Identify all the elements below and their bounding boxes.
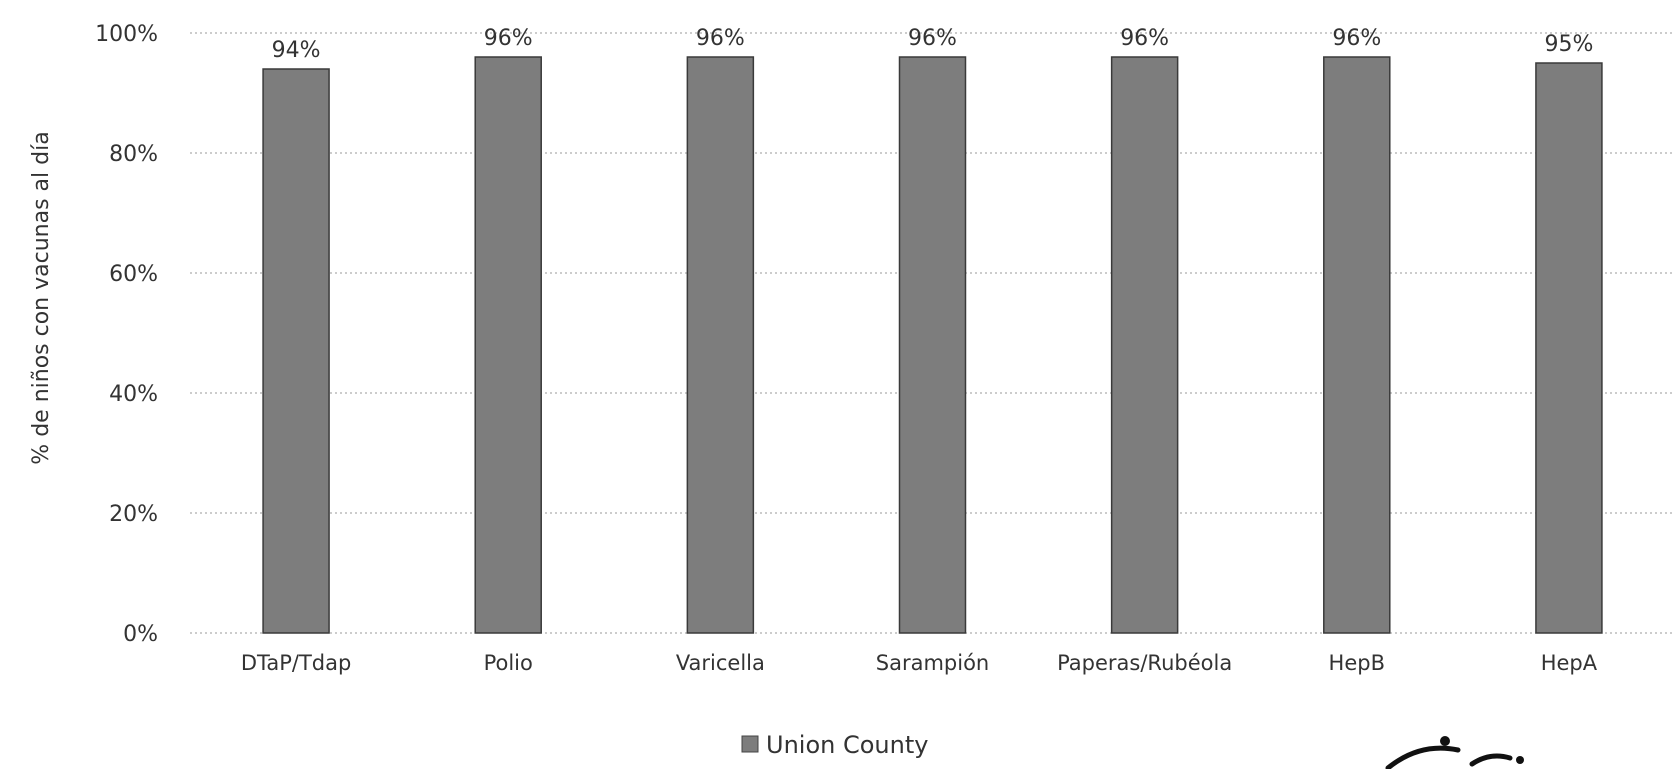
x-tick-label: Polio: [484, 651, 533, 675]
data-label: 96%: [1332, 26, 1381, 51]
bars: [262, 56, 1603, 634]
x-tick-label: HepB: [1329, 651, 1385, 675]
bar-6: [1535, 62, 1603, 634]
data-label: 96%: [696, 26, 745, 51]
y-tick-label: 20%: [109, 502, 158, 527]
bar-3: [898, 56, 967, 634]
y-tick-label: 40%: [109, 382, 158, 407]
logo-icon: [1385, 736, 1524, 769]
y-tick-label: 100%: [95, 22, 158, 47]
x-tick-label: DTaP/Tdap: [241, 651, 352, 675]
bar-1: [474, 56, 542, 634]
bar-0: [262, 68, 330, 634]
data-labels: 94% 96% 96% 96% 96% 96% 95%: [272, 26, 1594, 63]
y-axis-ticks: 0% 20% 40% 60% 80% 100%: [95, 22, 158, 647]
data-label: 96%: [908, 26, 957, 51]
legend-label: Union County: [766, 731, 928, 759]
y-tick-label: 60%: [109, 262, 158, 287]
x-tick-label: HepA: [1541, 651, 1598, 675]
x-axis-ticks: DTaP/Tdap Polio Varicella Sarampión Paperas/…: [241, 651, 1598, 675]
legend: Union County: [741, 731, 928, 759]
x-tick-label: Varicella: [676, 651, 765, 675]
x-tick-label: Sarampión: [876, 651, 989, 675]
legend-swatch: [741, 735, 759, 753]
y-tick-label: 0%: [123, 622, 158, 647]
x-tick-label: Paperas/Rubéola: [1057, 651, 1232, 675]
data-label: 95%: [1544, 32, 1593, 57]
data-label: 94%: [272, 38, 321, 63]
bar-5: [1323, 56, 1391, 634]
data-label: 96%: [484, 26, 533, 51]
bar-2: [686, 56, 755, 634]
y-axis-label: % de niños con vacunas al día: [29, 131, 54, 464]
data-label: 96%: [1120, 26, 1169, 51]
y-tick-label: 80%: [109, 142, 158, 167]
bar-4: [1110, 56, 1179, 634]
